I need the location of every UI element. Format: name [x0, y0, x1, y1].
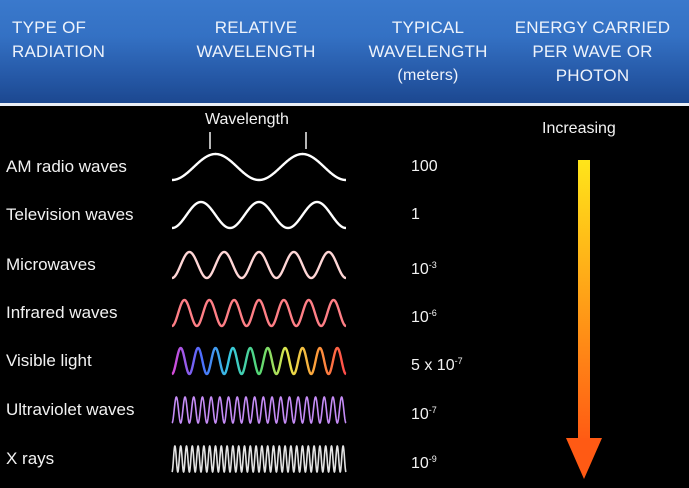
wave-x-rays	[171, 445, 347, 473]
header-relative-line-2: WAVELENGTH	[196, 42, 316, 61]
row-label-ultraviolet-waves: Ultraviolet waves	[6, 400, 135, 419]
row-label-infrared-waves: Infrared waves	[6, 303, 118, 322]
row-value-x-rays: 10-9	[411, 447, 437, 472]
row-value-base: 5 x 10	[411, 357, 455, 374]
row-label-x-rays: X rays	[6, 449, 55, 468]
header-energy-line-1: ENERGY CARRIED	[514, 18, 671, 37]
header-energy: ENERGY CARRIED PER WAVE OR PHOTON	[500, 16, 685, 88]
row-value-exponent: -6	[428, 308, 437, 318]
energy-arrow-shaft	[578, 160, 590, 442]
row-value-infrared-waves: 10-6	[411, 301, 437, 326]
row-value-visible-light: 5 x 10-7	[411, 349, 463, 374]
wavelength-marker	[209, 132, 307, 149]
row-value-exponent: -9	[428, 454, 437, 464]
header-type-line-1: TYPE OF	[12, 18, 87, 37]
energy-arrow-head	[566, 438, 602, 479]
header-relative-line-1: RELATIVE	[214, 18, 298, 37]
row-value-base: 1	[411, 206, 420, 223]
header-relative-wavelength: RELATIVE WAVELENGTH	[186, 16, 326, 64]
wave-television-waves	[171, 200, 347, 230]
row-value-base: 10	[411, 455, 429, 472]
header-type-line-2: RADIATION	[12, 42, 106, 61]
row-value-exponent: -7	[454, 356, 463, 366]
row-value-base: 10	[411, 309, 429, 326]
header-typical-wavelength: TYPICAL WAVELENGTH (meters)	[358, 16, 498, 88]
wave-layer	[171, 152, 347, 473]
header-typical-line-2: WAVELENGTH	[368, 42, 488, 61]
row-label-visible-light: Visible light	[6, 351, 92, 370]
row-value-am-radio-waves: 100	[411, 155, 438, 179]
row-label-microwaves: Microwaves	[6, 255, 96, 274]
row-value-exponent: -3	[428, 260, 437, 270]
energy-arrow	[566, 160, 602, 479]
table-header	[0, 0, 689, 103]
header-type-of-radiation: TYPE OF RADIATION	[12, 16, 105, 64]
row-value-base: 100	[411, 158, 438, 175]
row-label-television-waves: Television waves	[6, 205, 134, 224]
row-value-ultraviolet-waves: 10-7	[411, 398, 437, 423]
wave-am-radio-waves	[171, 152, 347, 182]
row-value-television-waves: 1	[411, 203, 420, 227]
row-value-base: 10	[411, 261, 429, 278]
header-energy-line-3: PHOTON	[555, 66, 630, 85]
wave-visible-light	[171, 346, 347, 376]
energy-arrow-label: Increasing	[542, 120, 616, 137]
row-value-base: 10	[411, 406, 429, 423]
row-value-microwaves: 10-3	[411, 253, 437, 278]
wave-infrared-waves	[171, 298, 347, 328]
row-value-exponent: -7	[428, 405, 437, 415]
header-typical-units: (meters)	[397, 67, 459, 84]
header-divider	[0, 103, 689, 106]
header-typical-line-1: TYPICAL	[391, 18, 465, 37]
row-label-am-radio-waves: AM radio waves	[6, 157, 127, 176]
header-energy-line-2: PER WAVE OR	[532, 42, 653, 61]
wave-microwaves	[171, 250, 347, 280]
wave-ultraviolet-waves	[171, 396, 347, 424]
wavelength-marker-label: Wavelength	[205, 111, 289, 128]
